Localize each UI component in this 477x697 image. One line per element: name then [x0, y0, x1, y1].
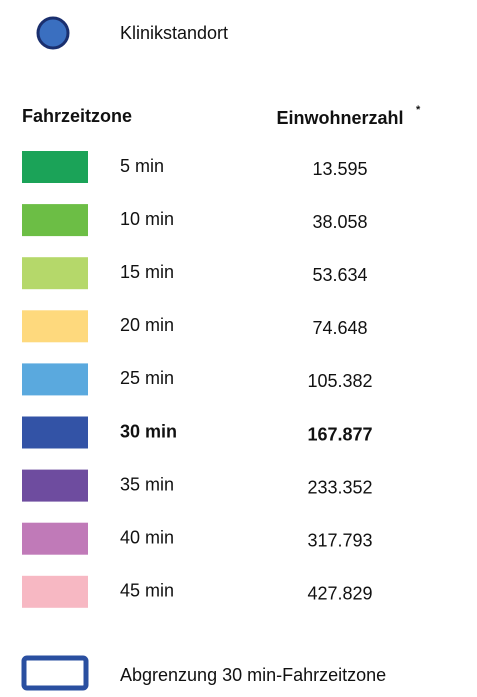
- zone-label: 40 min: [120, 527, 174, 547]
- population: 13.595: [312, 159, 367, 179]
- site-label: Klinikstandort: [120, 23, 228, 43]
- boundary-label: Abgrenzung 30 min-Fahrzeitzone: [120, 665, 386, 685]
- population: 167.877: [307, 424, 372, 444]
- zone-swatch: [22, 310, 88, 343]
- zone-label: 35 min: [120, 474, 174, 494]
- population: 317.793: [307, 530, 372, 550]
- population-header: Einwohnerzahl: [276, 108, 403, 128]
- site-icon: [36, 16, 70, 50]
- zone-swatch: [22, 204, 88, 237]
- zone-label: 30 min: [120, 421, 177, 441]
- zone-swatch: [22, 257, 88, 290]
- population: 74.648: [312, 318, 367, 338]
- zone-label: 5 min: [120, 156, 164, 176]
- zone-swatch: [22, 522, 88, 555]
- population: 38.058: [312, 212, 367, 232]
- population: 105.382: [307, 371, 372, 391]
- zone-swatch: [22, 151, 88, 183]
- boundary-icon: [21, 655, 89, 691]
- zone-label: 25 min: [120, 368, 174, 388]
- zone-label: 15 min: [120, 262, 174, 282]
- zone-label: 45 min: [120, 581, 174, 601]
- zone-label: 20 min: [120, 315, 174, 335]
- population: 233.352: [307, 477, 372, 497]
- zone-swatch: [22, 416, 88, 449]
- zone-label: 10 min: [120, 209, 174, 229]
- zone-header: Fahrzeitzone: [22, 106, 132, 126]
- population: 53.634: [312, 265, 367, 285]
- population: 427.829: [307, 584, 372, 604]
- zone-swatch: [22, 363, 88, 396]
- footnote-mark: *: [416, 104, 421, 116]
- zone-swatch: [22, 469, 88, 502]
- zone-swatch: [22, 575, 88, 608]
